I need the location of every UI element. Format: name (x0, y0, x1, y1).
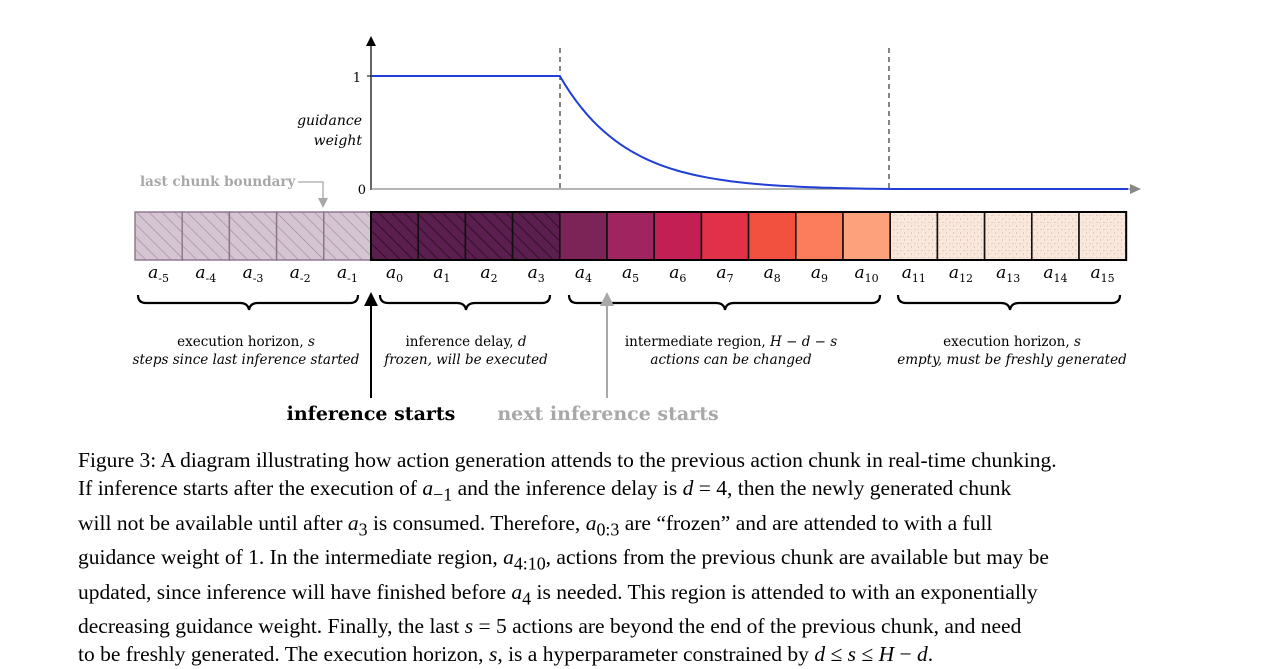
action-cell-intermediate (606, 211, 656, 261)
region-past-subtitle: steps since last inference started (133, 352, 360, 368)
next-inference-arrowhead (600, 292, 614, 306)
action-label: a6 (669, 263, 686, 285)
action-label: a0 (386, 263, 403, 285)
action-cell-future (1031, 211, 1080, 261)
action-label: a-2 (290, 263, 311, 285)
action-label: a11 (902, 263, 926, 285)
action-cell-past (275, 211, 325, 261)
action-cell-intermediate (842, 211, 892, 261)
caption-line-1: Figure 3: A diagram illustrating how act… (78, 448, 1057, 472)
action-label: a1 (433, 263, 450, 285)
action-label: a-3 (243, 263, 264, 285)
brace-intermediate-region (567, 294, 882, 311)
caption-line-3: will not be available until after a3 is … (78, 510, 993, 539)
caption-line-5: updated, since inference will have finis… (78, 579, 1038, 608)
action-label: a5 (622, 263, 639, 285)
action-label: a-4 (195, 263, 216, 285)
action-cell-intermediate (558, 211, 608, 261)
region-intermediate-subtitle: actions can be changed (650, 352, 812, 368)
last-chunk-boundary-arrowhead (318, 198, 328, 208)
action-label: a-1 (337, 263, 358, 285)
region-future-title: execution horizon, s (943, 334, 1081, 350)
inference-start-marker: inference starts (287, 292, 456, 425)
action-cell-frozen (370, 211, 420, 261)
action-cell-future (983, 211, 1033, 261)
caption-line-6: decreasing guidance weight. Finally, the… (78, 614, 1022, 639)
y-axis-arrowhead (366, 36, 376, 46)
action-label: a7 (716, 263, 733, 285)
action-cell-intermediate (653, 211, 703, 261)
guidance-weight-curve (371, 75, 1128, 190)
caption-line-4: guidance weight of 1. In the intermediat… (78, 545, 1049, 574)
current-chunk-outline (370, 211, 1128, 261)
action-label: a2 (480, 263, 497, 285)
action-label: a8 (764, 263, 781, 285)
action-label: a12 (949, 263, 973, 285)
action-label: a15 (1091, 263, 1115, 285)
action-cell-past (181, 211, 231, 261)
action-label: a10 (855, 263, 879, 285)
brace-execution-horizon-future (896, 294, 1122, 311)
region-future-subtitle: empty, must be freshly generated (897, 352, 1127, 368)
action-cell-intermediate (794, 211, 844, 261)
inference-start-arrowhead (364, 292, 378, 306)
action-cell-future (889, 211, 939, 261)
next-inference-start-marker: next inference starts (497, 292, 719, 425)
action-cell-past (134, 211, 183, 261)
action-cell-past (228, 211, 278, 261)
next-inference-starts-label: next inference starts (497, 403, 718, 425)
action-label: a13 (996, 263, 1020, 285)
region-past-title: execution horizon, s (177, 334, 315, 350)
action-cells (134, 211, 1128, 261)
action-cell-frozen (511, 211, 561, 261)
caption-line-7: to be freshly generated. The execution h… (78, 642, 934, 667)
region-braces (136, 294, 1122, 311)
last-chunk-boundary-leader (298, 181, 324, 200)
action-labels: a-5 a-4 a-3 a-2 a-1 a0 a1 a2 a3 a4 a5 a6 a7 a8 a9 a10 a1… (148, 263, 1115, 285)
action-cell-past (323, 211, 372, 261)
action-label: a14 (1043, 263, 1067, 285)
y-axis-label-line2: weight (314, 133, 363, 149)
brace-execution-horizon-past (136, 294, 360, 311)
region-intermediate-title: intermediate region, H − d − s (625, 334, 837, 350)
y-tick-1: 1 (353, 71, 361, 86)
y-axis-label-line1: guidance (297, 113, 362, 129)
action-cell-future (1078, 211, 1128, 261)
last-chunk-boundary-annotation: last chunk boundary (140, 174, 328, 208)
action-cell-intermediate (700, 211, 750, 261)
action-cell-future (936, 211, 986, 261)
action-cell-frozen (417, 211, 467, 261)
region-frozen-title: inference delay, d (405, 334, 526, 350)
figure-caption: Figure 3: A diagram illustrating how act… (78, 446, 1218, 669)
action-cell-frozen (464, 211, 514, 261)
action-label: a9 (811, 263, 828, 285)
x-axis-arrowhead (1130, 184, 1141, 194)
action-label: a-5 (148, 263, 169, 285)
region-frozen-subtitle: frozen, will be executed (383, 352, 548, 368)
region-descriptions: execution horizon, s steps since last in… (133, 334, 1128, 368)
last-chunk-boundary-label: last chunk boundary (140, 174, 297, 190)
y-tick-0: 0 (358, 183, 366, 198)
inference-starts-label: inference starts (287, 403, 456, 425)
rtc-diagram: 1 0 guidance weight last chunk boundary … (133, 36, 1141, 425)
action-cell-intermediate (747, 211, 797, 261)
action-label: a3 (528, 263, 545, 285)
guidance-plot: 1 0 guidance weight (297, 36, 1141, 198)
brace-inference-delay (378, 294, 552, 311)
action-label: a4 (575, 263, 592, 285)
caption-line-2: If inference starts after the execution … (78, 476, 1012, 505)
